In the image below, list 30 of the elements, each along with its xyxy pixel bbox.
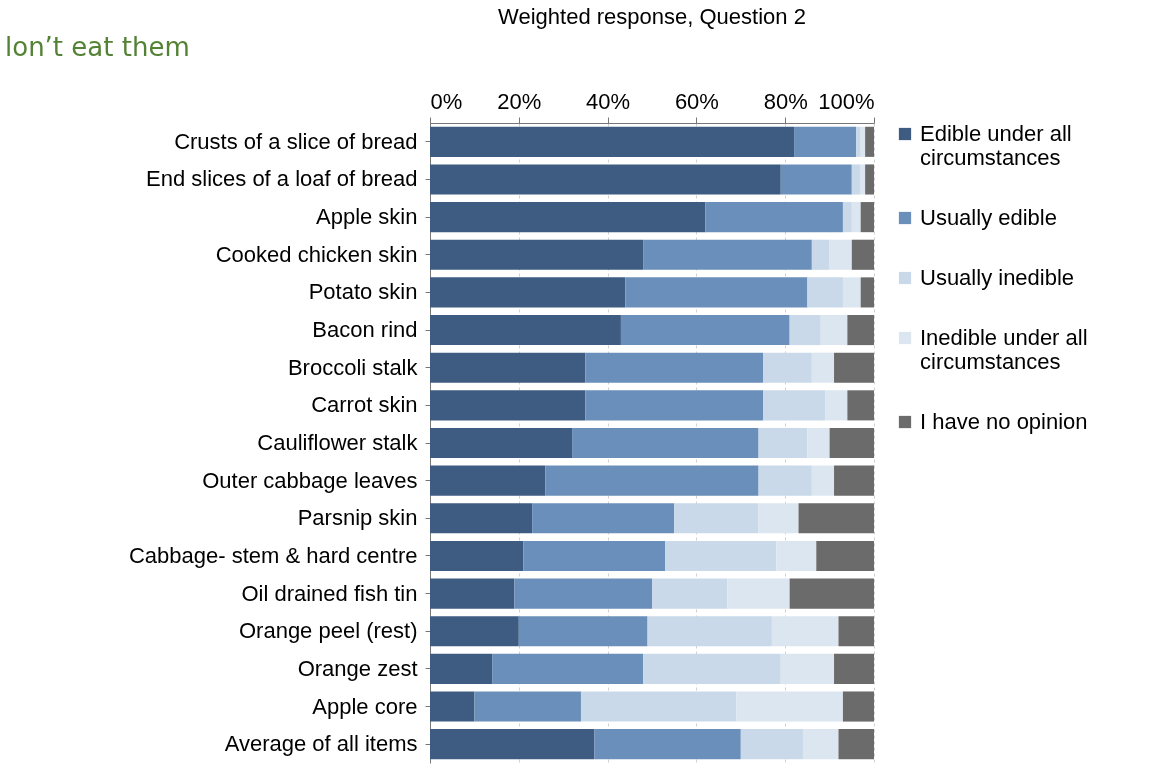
y-tick-label: End slices of a loaf of bread <box>146 166 418 192</box>
x-tick-label: 80% <box>763 88 808 114</box>
x-tick-label: 20% <box>497 88 542 114</box>
text: lon’t eat them <box>5 32 190 62</box>
y-tick-label: Bacon rind <box>312 317 418 343</box>
x-tick-label: 100% <box>818 88 875 114</box>
y-tick-label: Cauliflower stalk <box>257 430 419 455</box>
y-tick-label: Orange peel (rest) <box>238 618 418 644</box>
y-tick-label: Crusts of a slice of bread <box>174 128 418 154</box>
y-tick-label: Oil drained fish tin <box>241 580 418 606</box>
y-tick-label: Outer cabbage leaves <box>202 467 418 493</box>
y-tick-label: Average of all items <box>224 731 418 757</box>
legend-label: Inedible under all circumstances <box>920 325 1088 374</box>
y-tick-label: Cabbage- stem & hard centre <box>128 542 418 568</box>
y-tick-label: Parsnip skin <box>297 505 418 531</box>
chart-title: Weighted response, Question 2 <box>498 4 806 29</box>
legend-label: I have no opinion <box>920 409 1088 434</box>
y-tick-label: Apple skin <box>315 204 418 230</box>
legend-label: Usually inedible <box>920 265 1075 290</box>
y-tick-label: Broccoli stalk <box>287 354 419 380</box>
y-tick-label: Potato skin <box>308 279 418 305</box>
x-tick-label: 60% <box>674 88 719 114</box>
y-tick-label: Carrot skin <box>311 392 418 418</box>
y-tick-label: Cooked chicken skin <box>215 241 418 267</box>
legend-label: Usually edible <box>920 205 1057 230</box>
legend-label: Edible under all circumstances <box>920 121 1072 170</box>
x-tick-label: 40% <box>586 88 631 114</box>
y-tick-label: Apple core <box>312 693 418 719</box>
y-tick-label: Orange zest <box>297 655 418 681</box>
x-tick-label: 0% <box>430 88 463 114</box>
